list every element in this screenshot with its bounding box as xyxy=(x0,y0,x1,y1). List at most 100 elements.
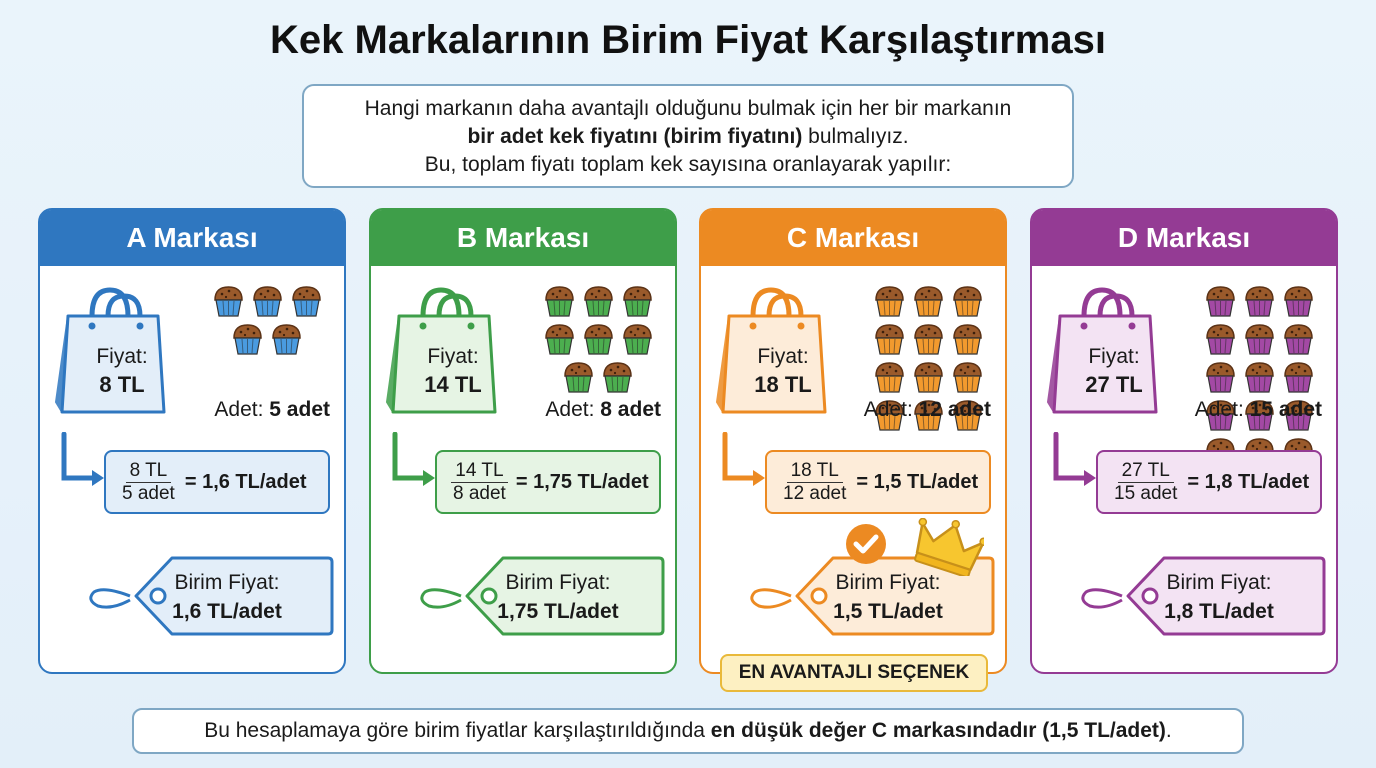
muffin-icon xyxy=(291,286,321,317)
muffin-icon xyxy=(233,324,262,355)
unit-price-label: Birim Fiyat: xyxy=(505,571,611,594)
unit-price-label: Birim Fiyat: xyxy=(1166,571,1272,594)
shopping-bag-icon xyxy=(54,287,166,414)
count-label: Adet: 8 adet xyxy=(545,398,661,422)
muffin-icon xyxy=(874,324,904,355)
price-value: 18 TL xyxy=(754,372,812,397)
unit-price-label: Birim Fiyat: xyxy=(174,571,280,594)
muffin-icon xyxy=(1244,324,1274,355)
muffin-icon xyxy=(583,324,613,355)
price-tag-icon xyxy=(420,556,665,636)
fraction-numerator: 18 TL xyxy=(786,460,843,483)
unit-price-block: Birim Fiyat: 1,5 TL/adet xyxy=(801,568,975,626)
price-value: 27 TL xyxy=(1085,372,1143,397)
muffin-icon xyxy=(874,286,904,317)
formula-result: = 1,75 TL/adet xyxy=(515,470,649,493)
fraction-denominator: 15 adet xyxy=(1114,482,1178,504)
muffin-group xyxy=(1184,284,1334,469)
muffin-icon xyxy=(952,286,982,317)
checkmark-icon xyxy=(846,524,886,564)
count-label: Adet: 15 adet xyxy=(1195,398,1322,422)
formula-box: 14 TL 8 adet = 1,75 TL/adet xyxy=(435,450,661,514)
unit-price-value: 1,75 TL/adet xyxy=(497,600,619,623)
conclusion-text: Bu hesaplamaya göre birim fiyatlar karşı… xyxy=(204,719,711,742)
price-value: 8 TL xyxy=(99,372,145,397)
count-prefix: Adet: xyxy=(545,398,601,421)
unit-price-block: Birim Fiyat: 1,6 TL/adet xyxy=(140,568,314,626)
muffin-group xyxy=(853,284,1003,431)
intro-line-1: Hangi markanın daha avantajlı olduğunu b… xyxy=(364,97,1012,120)
muffin-icon xyxy=(1244,362,1274,393)
muffin-icon xyxy=(583,286,613,317)
brand-card-d: D Markası Fiyat: 27 TL xyxy=(1030,208,1338,674)
muffin-icon xyxy=(622,286,652,317)
muffin-icon xyxy=(272,324,301,355)
fraction: 14 TL 8 adet xyxy=(449,460,510,505)
muffin-icon xyxy=(913,286,943,317)
formula-result: = 1,8 TL/adet xyxy=(1187,470,1310,493)
conclusion-box: Bu hesaplamaya göre birim fiyatlar karşı… xyxy=(132,708,1244,754)
muffin-icon xyxy=(1205,286,1235,317)
price-label: Fiyat: xyxy=(757,345,809,368)
conclusion-end: . xyxy=(1165,719,1172,742)
arrow-icon xyxy=(61,432,104,486)
muffin-group xyxy=(523,284,673,400)
brand-title: B Markası xyxy=(371,210,675,266)
fraction-denominator: 8 adet xyxy=(453,482,506,504)
muffin-icon xyxy=(952,362,982,393)
count-label: Adet: 5 adet xyxy=(214,398,330,422)
muffin-icon xyxy=(1244,400,1274,431)
muffin-icon xyxy=(544,286,574,317)
best-option-badge: EN AVANTAJLI SEÇENEK xyxy=(720,654,988,692)
fraction-numerator: 27 TL xyxy=(1117,460,1174,483)
brand-card-c: C Markası Fiyat: 18 TL xyxy=(699,208,1007,674)
bag-price-block: Fiyat: 18 TL xyxy=(721,343,845,399)
muffin-icon xyxy=(913,362,943,393)
count-value: 15 adet xyxy=(1249,398,1322,421)
shopping-bag-icon xyxy=(385,287,497,414)
muffin-group xyxy=(192,284,342,400)
price-label: Fiyat: xyxy=(96,345,148,368)
muffin-icon xyxy=(1283,324,1313,355)
muffin-icon xyxy=(622,324,652,355)
price-value: 14 TL xyxy=(424,372,482,397)
bag-price-block: Fiyat: 14 TL xyxy=(391,343,515,399)
shopping-bag-icon xyxy=(715,287,827,414)
count-value: 8 adet xyxy=(600,398,661,421)
intro-line-2: bir adet kek fiyatını (birim fiyatını) b… xyxy=(304,123,1072,151)
muffin-icon xyxy=(874,400,904,431)
formula-result: = 1,6 TL/adet xyxy=(184,470,307,493)
arrow-icon xyxy=(392,432,435,486)
formula-box: 18 TL 12 adet = 1,5 TL/adet xyxy=(765,450,991,514)
price-tag-icon xyxy=(1081,556,1326,636)
arrow-icon xyxy=(722,432,765,486)
shopping-bag-icon xyxy=(1046,287,1158,414)
muffin-icon xyxy=(252,286,282,317)
bag-price-block: Fiyat: 8 TL xyxy=(60,343,184,399)
muffin-icon xyxy=(874,362,904,393)
price-tag-icon xyxy=(89,556,334,636)
muffin-icon xyxy=(1283,400,1313,431)
brand-title: A Markası xyxy=(40,210,344,266)
muffin-icon xyxy=(952,400,982,431)
fraction-numerator: 14 TL xyxy=(451,460,508,483)
count-prefix: Adet: xyxy=(214,398,270,421)
intro-line-3: Bu, toplam fiyatı toplam kek sayısına or… xyxy=(424,153,952,176)
intro-bold: bir adet kek fiyatını (birim fiyatını) xyxy=(467,125,803,148)
muffin-icon xyxy=(913,400,943,431)
page-title: Kek Markalarının Birim Fiyat Karşılaştır… xyxy=(270,18,1106,62)
crown-icon xyxy=(914,518,984,576)
muffin-icon xyxy=(213,286,243,317)
count-value: 12 adet xyxy=(918,398,991,421)
muffin-icon xyxy=(1205,362,1235,393)
unit-price-value: 1,5 TL/adet xyxy=(833,600,943,623)
unit-price-value: 1,8 TL/adet xyxy=(1164,600,1274,623)
fraction-denominator: 5 adet xyxy=(122,482,175,504)
price-label: Fiyat: xyxy=(1088,345,1140,368)
formula-box: 8 TL 5 adet = 1,6 TL/adet xyxy=(104,450,330,514)
muffin-icon xyxy=(1244,286,1274,317)
brand-title: D Markası xyxy=(1032,210,1336,266)
formula-box: 27 TL 15 adet = 1,8 TL/adet xyxy=(1096,450,1322,514)
fraction-numerator: 8 TL xyxy=(125,460,172,483)
count-label: Adet: 12 adet xyxy=(864,398,991,422)
